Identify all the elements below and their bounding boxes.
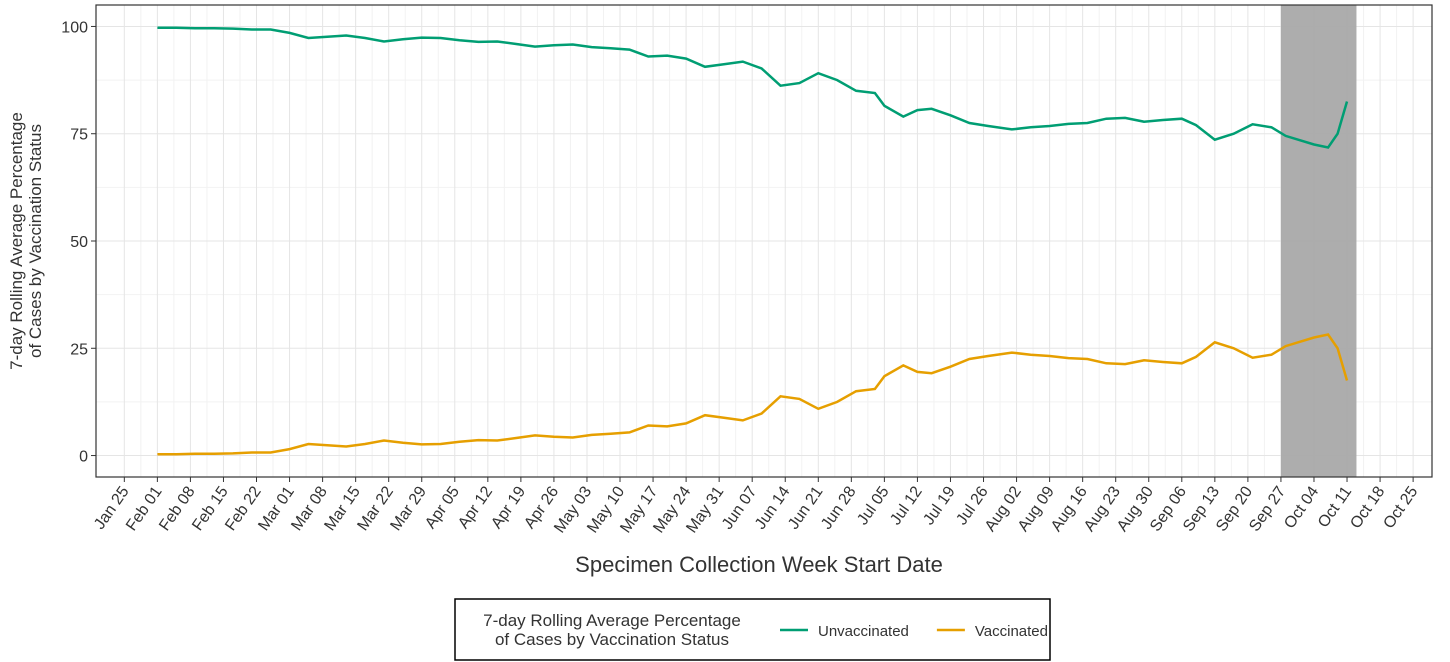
y-axis-label: 7-day Rolling Average Percentage xyxy=(7,112,26,370)
legend-label: Unvaccinated xyxy=(818,623,909,640)
x-tick-label: Apr 19 xyxy=(488,483,529,531)
x-tick-label: Jul 19 xyxy=(920,483,958,528)
y-tick-label: 50 xyxy=(70,234,88,251)
x-tick-label: Jul 05 xyxy=(854,483,892,528)
y-tick-label: 100 xyxy=(61,19,88,36)
y-tick-label: 25 xyxy=(70,341,88,358)
y-tick-label: 75 xyxy=(70,127,88,144)
x-tick-label: Oct 04 xyxy=(1281,483,1322,531)
x-tick-label: Apr 05 xyxy=(422,483,463,531)
x-tick-label: Oct 25 xyxy=(1380,483,1421,531)
legend-title: of Cases by Vaccination Status xyxy=(495,630,729,649)
series-line xyxy=(157,333,1349,456)
x-tick-label: Apr 12 xyxy=(455,483,496,531)
shaded-region xyxy=(1280,5,1357,477)
x-tick-label: Jul 12 xyxy=(887,483,925,528)
legend-title: 7-day Rolling Average Percentage xyxy=(483,611,741,630)
series-line xyxy=(157,26,1349,149)
x-tick-label: Jun 28 xyxy=(818,483,860,532)
x-axis-label: Specimen Collection Week Start Date xyxy=(575,552,943,577)
y-axis-label: of Cases by Vaccination Status xyxy=(26,124,45,358)
x-tick-label: Mar 29 xyxy=(388,483,431,534)
legend-label: Vaccinated xyxy=(975,623,1048,640)
y-tick-label: 0 xyxy=(79,449,88,466)
